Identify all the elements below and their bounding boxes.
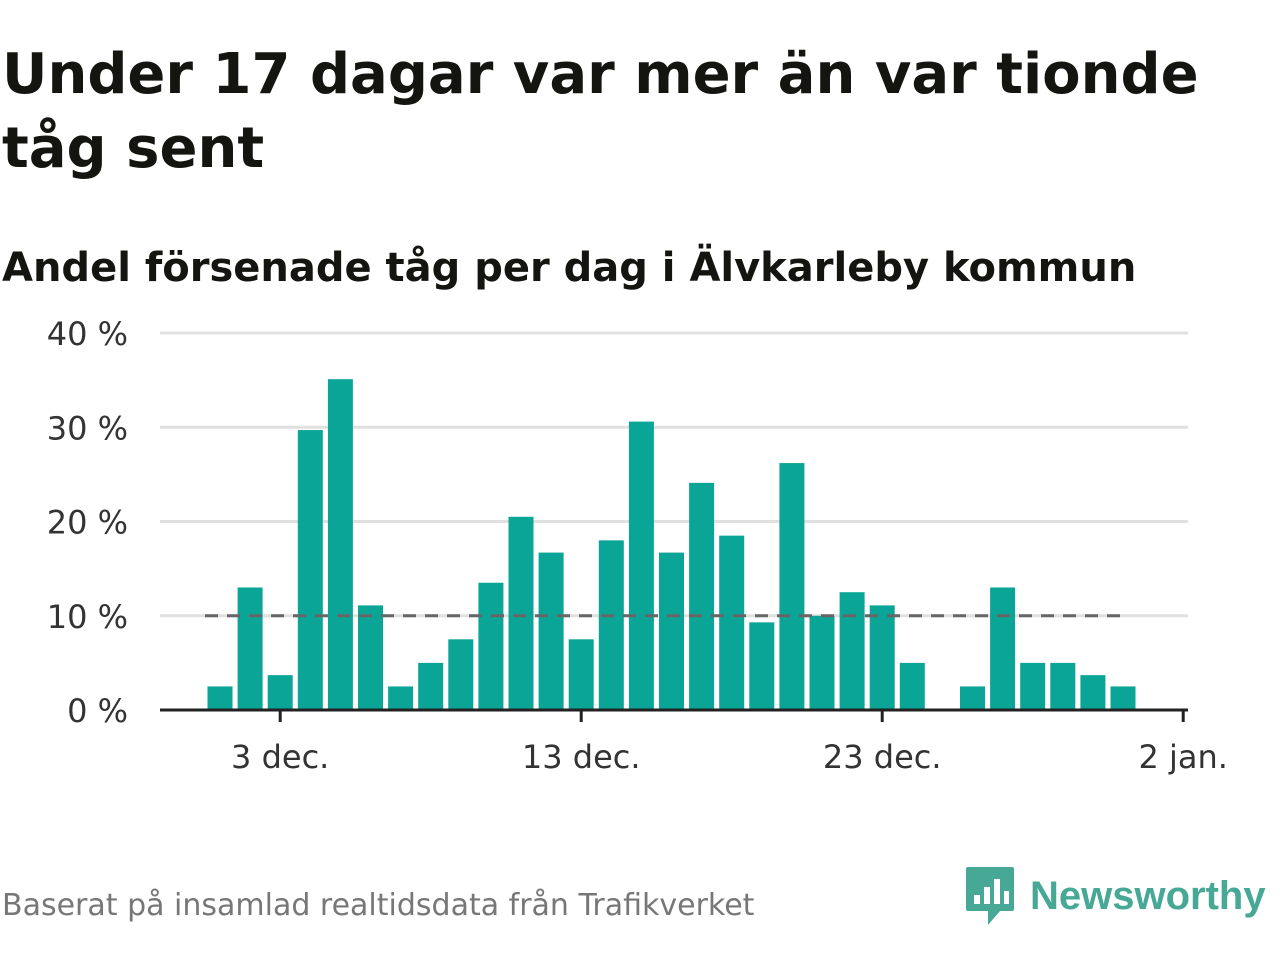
bar: [689, 482, 715, 710]
bar: [327, 379, 353, 710]
bar: [508, 516, 534, 710]
x-tick-label: 13 dec.: [522, 738, 641, 776]
y-tick-label: 40 %: [47, 315, 128, 353]
bar: [448, 639, 474, 710]
x-tick-label: 3 dec.: [231, 738, 329, 776]
bar: [538, 552, 564, 710]
bar: [779, 463, 805, 710]
bar: [809, 615, 835, 710]
bar: [358, 605, 383, 710]
bar: [237, 587, 263, 710]
bar: [719, 535, 745, 710]
chart-subtitle: Andel försenade tåg per dag i Älvkarleby…: [2, 245, 1137, 291]
bar: [598, 540, 624, 710]
x-axis-tick-labels: 3 dec. 13 dec. 23 dec. 2 jan.: [231, 738, 1228, 776]
y-axis-tick-labels: 0 % 10 % 20 % 30 % 40 %: [47, 315, 128, 730]
x-tick-label: 23 dec.: [823, 738, 942, 776]
bars: [207, 379, 1136, 710]
bar: [990, 587, 1016, 710]
bar: [899, 662, 925, 710]
y-tick-label: 0 %: [67, 692, 128, 730]
y-tick-label: 10 %: [47, 598, 128, 636]
bar: [839, 592, 865, 710]
newsworthy-logo-icon: [966, 867, 1014, 925]
bar: [749, 622, 775, 710]
y-tick-label: 30 %: [47, 409, 128, 447]
brand-name: Newsworthy: [1030, 873, 1266, 918]
bar: [267, 675, 293, 710]
bar: [960, 686, 985, 710]
source-note: Baserat på insamlad realtidsdata från Tr…: [2, 888, 755, 923]
bar: [478, 582, 504, 710]
bar: [297, 430, 323, 710]
chart-title: Under 17 dagar var mer än var tionde tåg…: [2, 42, 1199, 181]
x-axis: [160, 708, 1188, 722]
y-tick-label: 20 %: [47, 504, 128, 542]
bar: [1110, 686, 1136, 710]
x-tick-label: 2 jan.: [1138, 738, 1227, 776]
bar: [628, 421, 654, 710]
bar: [659, 552, 684, 710]
bar: [1080, 675, 1106, 710]
bar: [207, 686, 233, 710]
brand-logo: Newsworthy: [964, 864, 1266, 928]
bar: [568, 639, 594, 710]
bar: [388, 686, 414, 710]
bar: [869, 605, 895, 710]
bar: [418, 662, 444, 710]
bar: [1020, 662, 1046, 710]
bar: [1050, 662, 1076, 710]
